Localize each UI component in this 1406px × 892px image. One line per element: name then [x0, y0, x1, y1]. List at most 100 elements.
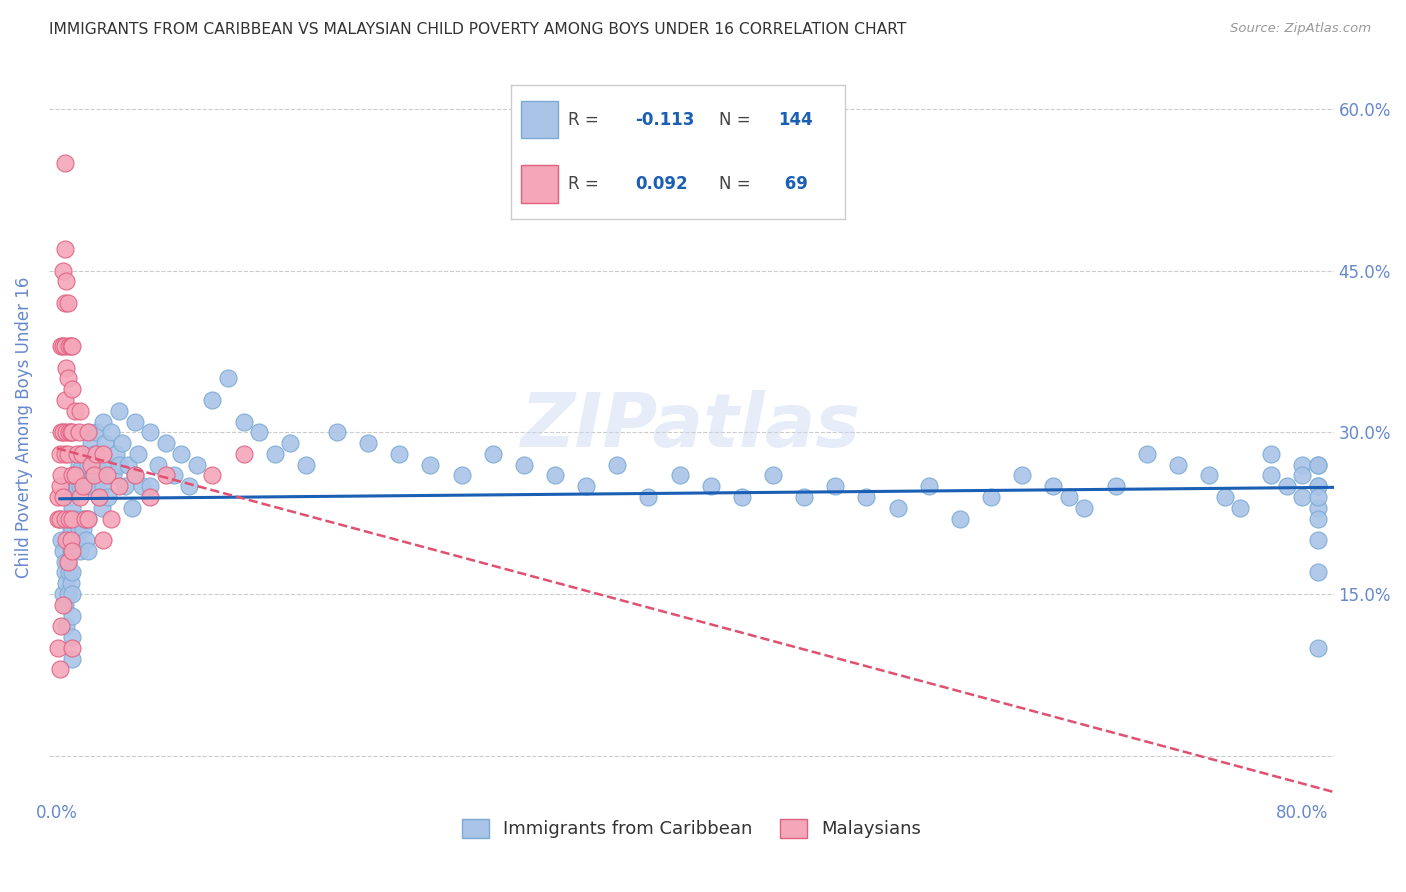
Point — [295, 458, 318, 472]
Point — [56, 371, 79, 385]
Point — [65, 468, 87, 483]
Point — [72, 479, 94, 493]
Point — [544, 468, 567, 483]
Point — [56, 555, 79, 569]
Point — [1291, 490, 1313, 504]
Point — [139, 490, 162, 504]
Point — [77, 479, 100, 493]
Text: IMMIGRANTS FROM CARIBBEAN VS MALAYSIAN CHILD POVERTY AMONG BOYS UNDER 16 CORRELA: IMMIGRANTS FROM CARIBBEAN VS MALAYSIAN C… — [49, 22, 907, 37]
Point — [75, 479, 97, 493]
Point — [86, 458, 108, 472]
Point — [58, 425, 80, 440]
Legend: Immigrants from Caribbean, Malaysians: Immigrants from Caribbean, Malaysians — [454, 812, 928, 846]
Point — [278, 436, 301, 450]
Point — [637, 490, 659, 504]
Point — [53, 296, 76, 310]
Point — [1073, 500, 1095, 515]
Point — [201, 392, 224, 407]
Point — [52, 263, 75, 277]
Point — [90, 500, 112, 515]
Point — [58, 533, 80, 548]
Point — [949, 511, 972, 525]
Point — [60, 425, 83, 440]
Point — [49, 511, 72, 525]
Point — [101, 468, 124, 483]
Point — [1260, 468, 1282, 483]
Point — [59, 533, 82, 548]
Point — [139, 479, 162, 493]
Point — [83, 447, 105, 461]
Point — [84, 479, 107, 493]
Point — [72, 468, 94, 483]
Point — [77, 458, 100, 472]
Point — [69, 544, 91, 558]
Point — [60, 651, 83, 665]
Point — [46, 490, 69, 504]
Point — [52, 587, 75, 601]
Point — [67, 522, 90, 536]
Point — [72, 522, 94, 536]
Point — [1011, 468, 1033, 483]
Point — [1306, 533, 1329, 548]
Point — [1306, 500, 1329, 515]
Point — [51, 425, 73, 440]
Point — [80, 458, 103, 472]
Point — [53, 598, 76, 612]
Point — [87, 490, 110, 504]
Point — [56, 587, 79, 601]
Point — [100, 425, 122, 440]
Point — [67, 425, 90, 440]
Point — [73, 447, 96, 461]
Point — [114, 479, 136, 493]
Y-axis label: Child Poverty Among Boys Under 16: Child Poverty Among Boys Under 16 — [15, 277, 32, 578]
Point — [93, 415, 115, 429]
Point — [75, 533, 97, 548]
Point — [93, 447, 115, 461]
Point — [53, 156, 76, 170]
Point — [121, 500, 143, 515]
Point — [49, 511, 72, 525]
Point — [84, 447, 107, 461]
Point — [51, 619, 73, 633]
Point — [1042, 479, 1064, 493]
Point — [77, 544, 100, 558]
Point — [1275, 479, 1298, 493]
Point — [56, 447, 79, 461]
Point — [124, 468, 146, 483]
Point — [117, 458, 139, 472]
Point — [73, 511, 96, 525]
Point — [51, 533, 73, 548]
Point — [1306, 490, 1329, 504]
Point — [58, 339, 80, 353]
Point — [70, 458, 93, 472]
Point — [55, 425, 77, 440]
Point — [65, 511, 87, 525]
Point — [65, 468, 87, 483]
Point — [56, 296, 79, 310]
Point — [55, 533, 77, 548]
Point — [82, 468, 104, 483]
Point — [60, 640, 83, 655]
Point — [1167, 458, 1189, 472]
Point — [52, 490, 75, 504]
Text: ZIPatlas: ZIPatlas — [522, 391, 862, 464]
Point — [67, 458, 90, 472]
Point — [232, 447, 254, 461]
Point — [326, 425, 349, 440]
Point — [131, 479, 153, 493]
Point — [793, 490, 815, 504]
Point — [980, 490, 1002, 504]
Point — [700, 479, 723, 493]
Point — [77, 425, 100, 440]
Point — [111, 436, 134, 450]
Point — [69, 479, 91, 493]
Point — [97, 490, 120, 504]
Point — [96, 458, 118, 472]
Point — [1260, 447, 1282, 461]
Text: Source: ZipAtlas.com: Source: ZipAtlas.com — [1230, 22, 1371, 36]
Point — [69, 490, 91, 504]
Point — [56, 555, 79, 569]
Point — [419, 458, 441, 472]
Point — [762, 468, 785, 483]
Point — [60, 587, 83, 601]
